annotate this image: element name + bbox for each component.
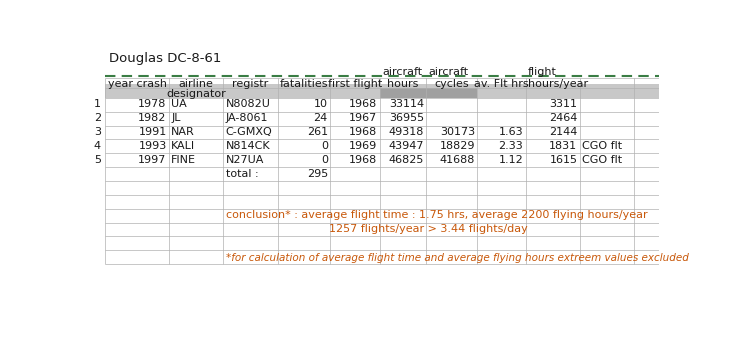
Text: N8082U: N8082U <box>225 99 270 109</box>
Bar <box>380 88 477 98</box>
Text: CGO flt: CGO flt <box>582 141 622 151</box>
Text: designator: designator <box>166 89 226 98</box>
Text: flight: flight <box>528 67 557 77</box>
Text: 10: 10 <box>314 99 328 109</box>
Text: hours: hours <box>387 79 419 89</box>
Text: 1968: 1968 <box>349 155 378 165</box>
Text: 1: 1 <box>94 99 101 109</box>
Text: 1978: 1978 <box>138 99 167 109</box>
Text: 1257 flights/year > 3.44 flights/day: 1257 flights/year > 3.44 flights/day <box>329 224 528 234</box>
Text: year crash: year crash <box>108 79 167 89</box>
Text: 0: 0 <box>321 155 328 165</box>
Text: total :: total : <box>225 169 258 179</box>
Text: first flight: first flight <box>328 79 382 89</box>
Text: 1831: 1831 <box>549 141 578 151</box>
Text: C-GMXQ: C-GMXQ <box>225 127 272 137</box>
Text: 1.63: 1.63 <box>498 127 523 137</box>
Text: 3311: 3311 <box>550 99 578 109</box>
Text: 36955: 36955 <box>389 113 424 123</box>
Text: CGO flt: CGO flt <box>582 155 622 165</box>
Text: KALI: KALI <box>171 141 195 151</box>
Text: 2464: 2464 <box>549 113 578 123</box>
Text: *for calculation of average flight time and average flying hours extreem values : *for calculation of average flight time … <box>225 252 689 263</box>
Text: 1991: 1991 <box>138 127 167 137</box>
Text: 295: 295 <box>307 169 328 179</box>
Text: 41688: 41688 <box>440 155 475 165</box>
Bar <box>105 84 659 88</box>
Text: hours/year: hours/year <box>528 79 588 89</box>
Text: 0: 0 <box>321 141 328 151</box>
Text: aircraft: aircraft <box>382 67 422 77</box>
Text: 1968: 1968 <box>349 127 378 137</box>
Text: 2: 2 <box>94 113 101 123</box>
Text: 30173: 30173 <box>440 127 475 137</box>
Text: UA: UA <box>171 99 187 109</box>
Text: Douglas DC-8-61: Douglas DC-8-61 <box>108 52 221 65</box>
Text: 1993: 1993 <box>138 141 167 151</box>
Text: registr: registr <box>232 79 269 89</box>
Text: N27UA: N27UA <box>225 155 264 165</box>
Bar <box>105 88 659 98</box>
Text: 2.33: 2.33 <box>498 141 523 151</box>
Text: 18829: 18829 <box>440 141 475 151</box>
Text: 33114: 33114 <box>389 99 424 109</box>
Text: conclusion* : average flight time : 1.75 hrs, average 2200 flying hours/year: conclusion* : average flight time : 1.75… <box>225 210 647 220</box>
Text: 24: 24 <box>313 113 328 123</box>
Text: 4: 4 <box>94 141 101 151</box>
Text: 43947: 43947 <box>389 141 424 151</box>
Text: 46825: 46825 <box>389 155 424 165</box>
Text: N814CK: N814CK <box>225 141 270 151</box>
Text: 1968: 1968 <box>349 99 378 109</box>
Text: 1997: 1997 <box>138 155 167 165</box>
Text: cycles: cycles <box>435 79 469 89</box>
Text: 5: 5 <box>94 155 101 165</box>
Text: 1982: 1982 <box>138 113 167 123</box>
Text: 261: 261 <box>307 127 328 137</box>
Text: JA-8061: JA-8061 <box>225 113 268 123</box>
Text: av. Flt hrs: av. Flt hrs <box>474 79 529 89</box>
Text: 2144: 2144 <box>549 127 578 137</box>
Text: JL: JL <box>171 113 181 123</box>
Text: aircraft: aircraft <box>429 67 468 77</box>
Text: 49318: 49318 <box>389 127 424 137</box>
Text: fatalities: fatalities <box>280 79 328 89</box>
Text: NAR: NAR <box>171 127 195 137</box>
Text: airline: airline <box>179 79 214 89</box>
Text: 3: 3 <box>94 127 101 137</box>
Text: FINE: FINE <box>171 155 196 165</box>
Text: 1967: 1967 <box>349 113 378 123</box>
Text: 1.12: 1.12 <box>498 155 523 165</box>
Text: 1969: 1969 <box>349 141 378 151</box>
Text: 1615: 1615 <box>550 155 578 165</box>
